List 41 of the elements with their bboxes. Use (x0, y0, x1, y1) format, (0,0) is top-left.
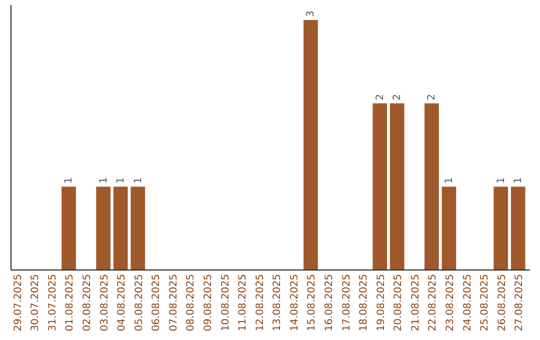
data-label: 2 (392, 94, 404, 100)
x-tick-label: 11.08.2025 (238, 274, 249, 332)
x-tick-label: 19.08.2025 (376, 274, 387, 332)
x-tick-label: 06.08.2025 (151, 274, 162, 332)
x-tick-label: 09.08.2025 (203, 274, 214, 332)
data-label: 1 (496, 177, 507, 184)
x-tick-label: 30.07.2025 (30, 274, 42, 332)
data-label: 2 (374, 94, 386, 100)
data-label: 1 (64, 177, 75, 184)
x-tick-label: 16.08.2025 (324, 274, 335, 332)
x-tick-label: 25.08.2025 (480, 274, 491, 332)
x-tick-label: 15.08.2025 (306, 274, 318, 332)
x-tick-label: 01.08.2025 (64, 274, 76, 332)
x-tick-label: 12.08.2025 (254, 274, 266, 332)
data-label: 1 (444, 177, 455, 184)
x-tick-label: 29.07.2025 (12, 274, 24, 332)
data-label: 1 (132, 177, 144, 184)
x-tick-label: 08.08.2025 (186, 274, 197, 332)
data-label: 1 (116, 177, 127, 184)
x-tick-label: 07.08.2025 (168, 274, 180, 332)
x-tick-label: 31.07.2025 (47, 274, 58, 332)
data-label: 2 (426, 94, 438, 100)
x-tick-label: 21.08.2025 (410, 274, 422, 332)
x-tick-label: 27.08.2025 (514, 274, 526, 332)
x-tick-label: 26.08.2025 (496, 274, 508, 332)
data-label: 1 (513, 177, 524, 184)
x-tick-label: 10.08.2025 (220, 274, 232, 332)
data-label: 3 (306, 10, 317, 17)
x-tick-label: 02.08.2025 (82, 274, 94, 332)
x-tick-label: 04.08.2025 (116, 274, 128, 332)
x-tick-label: 17.08.2025 (341, 274, 352, 332)
x-tick-label: 14.08.2025 (289, 274, 300, 332)
x-tick-label: 13.08.2025 (272, 274, 284, 332)
x-tick-label: 22.08.2025 (428, 274, 439, 332)
x-tick-label: 05.08.2025 (134, 274, 145, 332)
x-tick-label: 20.08.2025 (393, 274, 404, 332)
x-tick-label: 23.08.2025 (444, 274, 456, 332)
x-tick-label: 24.08.2025 (462, 274, 474, 332)
x-tick-label: 18.08.2025 (358, 274, 370, 332)
data-label: 1 (98, 177, 110, 184)
x-tick-label: 03.08.2025 (99, 274, 110, 332)
